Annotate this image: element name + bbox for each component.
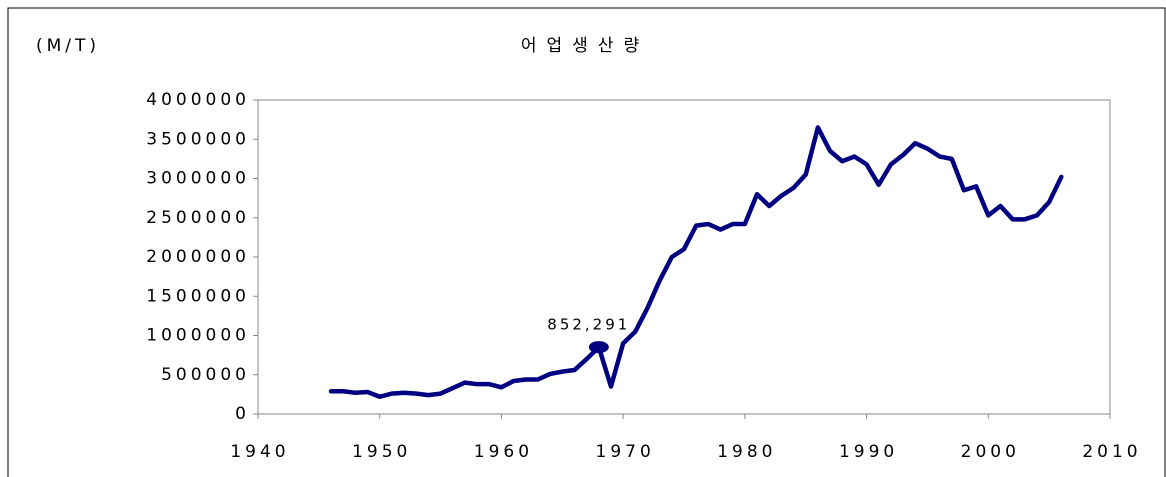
y-tick-label: 2000000 — [146, 247, 250, 267]
y-tick-label: 1000000 — [146, 326, 250, 346]
x-tick-label: 1950 — [352, 442, 411, 462]
y-tick-label: 500000 — [161, 365, 250, 385]
y-tick-label: 3500000 — [146, 129, 250, 149]
y-tick-label: 2500000 — [146, 208, 250, 228]
x-tick-label: 2010 — [1082, 442, 1141, 462]
point-marker — [588, 341, 609, 354]
x-tick-label: 1970 — [596, 442, 655, 462]
x-tick-label: 1990 — [839, 442, 898, 462]
x-tick-label: 1960 — [474, 442, 533, 462]
y-unit: (M/T) — [36, 36, 100, 56]
y-tick-label: 4000000 — [146, 90, 250, 110]
annotation: 852,291 — [547, 316, 630, 334]
frame — [7, 7, 1166, 477]
x-tick-label: 1980 — [717, 442, 776, 462]
x-tick-label: 2000 — [961, 442, 1020, 462]
y-tick-label: 1500000 — [146, 286, 250, 306]
y-tick-label: 0 — [235, 404, 250, 424]
x-tick-label: 1940 — [230, 442, 289, 462]
y-tick-label: 3000000 — [146, 169, 250, 189]
plot-area — [257, 99, 1111, 415]
chart-title: 어업생산량 — [521, 36, 649, 56]
line — [328, 125, 1064, 399]
